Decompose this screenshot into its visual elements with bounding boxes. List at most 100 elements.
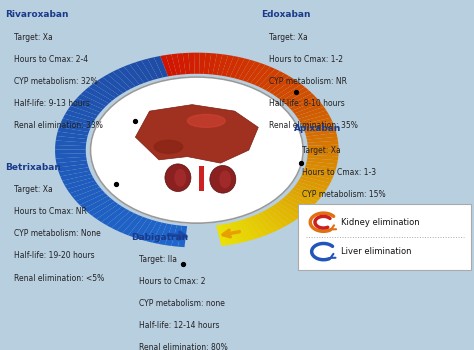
Polygon shape — [301, 173, 332, 183]
Polygon shape — [199, 166, 204, 191]
Polygon shape — [298, 179, 328, 190]
Polygon shape — [108, 72, 131, 91]
Polygon shape — [308, 148, 338, 153]
Polygon shape — [59, 167, 90, 176]
Polygon shape — [124, 64, 144, 85]
Text: Target: Xa: Target: Xa — [14, 185, 53, 194]
Ellipse shape — [187, 114, 225, 127]
Polygon shape — [92, 202, 118, 219]
Polygon shape — [194, 52, 200, 74]
Polygon shape — [106, 209, 130, 228]
Polygon shape — [136, 105, 258, 163]
Polygon shape — [77, 94, 106, 109]
Text: Target: Xa: Target: Xa — [269, 33, 308, 42]
Polygon shape — [57, 164, 89, 172]
Text: Edoxaban: Edoxaban — [261, 10, 310, 20]
Text: Half-life: 8-15 hours: Half-life: 8-15 hours — [302, 212, 378, 222]
Polygon shape — [289, 190, 318, 204]
Text: CYP metabolism: None: CYP metabolism: None — [14, 229, 100, 238]
Polygon shape — [272, 204, 297, 222]
Polygon shape — [117, 213, 138, 233]
Polygon shape — [76, 190, 105, 205]
Polygon shape — [250, 216, 269, 236]
Polygon shape — [261, 210, 283, 230]
Polygon shape — [118, 66, 140, 86]
Polygon shape — [296, 182, 326, 194]
Polygon shape — [55, 140, 86, 146]
Text: Betrixaban: Betrixaban — [5, 163, 61, 172]
Polygon shape — [308, 152, 338, 156]
Polygon shape — [55, 157, 87, 163]
Polygon shape — [165, 224, 177, 246]
Polygon shape — [59, 123, 90, 132]
Polygon shape — [282, 87, 309, 103]
Ellipse shape — [165, 164, 191, 191]
Polygon shape — [230, 57, 245, 78]
Polygon shape — [70, 184, 100, 197]
Polygon shape — [56, 160, 88, 168]
Circle shape — [91, 77, 303, 223]
Text: Liver elimination: Liver elimination — [341, 247, 411, 256]
Polygon shape — [128, 217, 147, 237]
Text: Target: IIa: Target: IIa — [139, 255, 177, 264]
Text: Renal elimination: <5%: Renal elimination: <5% — [14, 273, 104, 282]
Polygon shape — [306, 133, 337, 140]
Text: Half-life: 8-10 hours: Half-life: 8-10 hours — [269, 99, 345, 108]
Polygon shape — [307, 155, 338, 160]
Polygon shape — [296, 107, 326, 119]
Polygon shape — [102, 74, 127, 93]
Text: Apixaban: Apixaban — [294, 124, 341, 133]
Polygon shape — [307, 137, 338, 143]
Polygon shape — [129, 62, 149, 83]
Polygon shape — [68, 106, 98, 119]
Polygon shape — [199, 53, 206, 74]
Text: Renal elimination: 80%: Renal elimination: 80% — [139, 343, 228, 350]
Polygon shape — [93, 80, 119, 98]
Text: Hours to Cmax: 2-4: Hours to Cmax: 2-4 — [14, 55, 88, 64]
Polygon shape — [237, 220, 254, 241]
Polygon shape — [61, 118, 92, 129]
Text: Half-life: 9-13 hours: Half-life: 9-13 hours — [14, 99, 90, 108]
Polygon shape — [216, 225, 227, 246]
Polygon shape — [178, 226, 187, 247]
Text: Renal elimination: 35%: Renal elimination: 35% — [269, 121, 358, 130]
Polygon shape — [292, 100, 321, 113]
Text: Half-life: 19-20 hours: Half-life: 19-20 hours — [14, 251, 94, 260]
Polygon shape — [63, 114, 93, 125]
Polygon shape — [152, 223, 167, 244]
Text: CYP metabolism: NR: CYP metabolism: NR — [269, 77, 347, 86]
Text: Target: Xa: Target: Xa — [14, 33, 53, 42]
Text: CYP metabolism: none: CYP metabolism: none — [139, 299, 225, 308]
Polygon shape — [238, 60, 255, 80]
Text: Target: Xa: Target: Xa — [302, 146, 341, 155]
Polygon shape — [306, 161, 337, 168]
Polygon shape — [265, 74, 289, 92]
Polygon shape — [73, 98, 103, 112]
Polygon shape — [212, 54, 222, 75]
Polygon shape — [154, 56, 168, 77]
Polygon shape — [303, 121, 334, 131]
Polygon shape — [136, 61, 154, 81]
Text: Rivaroxaban: Rivaroxaban — [5, 10, 69, 20]
Polygon shape — [56, 132, 88, 139]
Polygon shape — [204, 53, 211, 74]
Polygon shape — [301, 118, 332, 128]
Polygon shape — [84, 87, 112, 104]
Polygon shape — [281, 197, 308, 214]
Polygon shape — [284, 195, 311, 211]
Polygon shape — [177, 53, 186, 75]
Polygon shape — [246, 63, 265, 83]
Polygon shape — [243, 61, 260, 82]
Polygon shape — [147, 57, 163, 78]
Polygon shape — [55, 153, 86, 159]
Polygon shape — [208, 53, 217, 75]
Polygon shape — [122, 215, 143, 235]
Text: Hours to Cmax: 1-2: Hours to Cmax: 1-2 — [269, 55, 343, 64]
Polygon shape — [303, 170, 334, 180]
Polygon shape — [254, 214, 274, 234]
Polygon shape — [269, 76, 293, 94]
Polygon shape — [188, 53, 195, 74]
Polygon shape — [300, 114, 330, 125]
Polygon shape — [275, 81, 301, 98]
Polygon shape — [275, 202, 301, 219]
